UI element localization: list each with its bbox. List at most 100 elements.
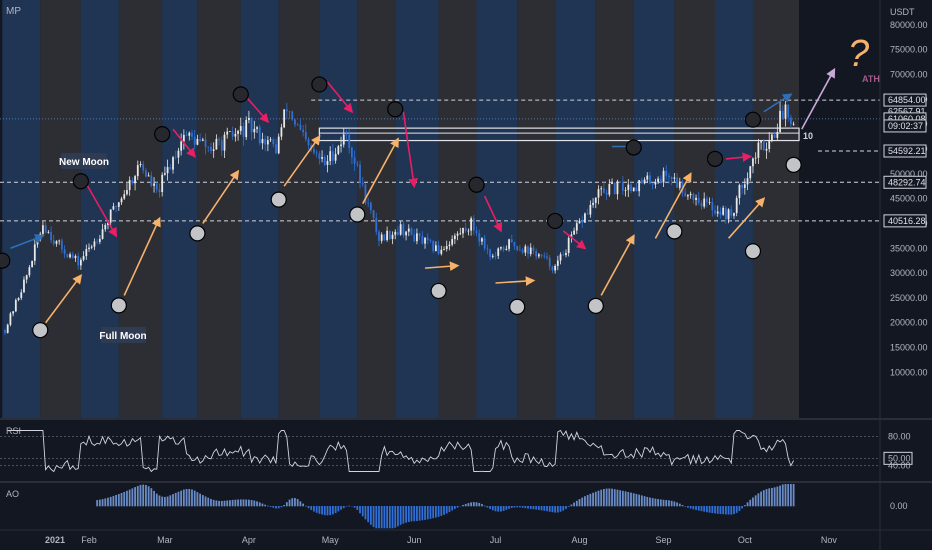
new-moon-marker	[387, 101, 404, 118]
candle-body	[323, 157, 326, 165]
ao-bar	[310, 506, 313, 510]
ao-bar	[741, 506, 744, 509]
candle-body	[535, 250, 538, 257]
candle-body	[462, 227, 464, 234]
ao-bar	[136, 485, 139, 507]
ao-bar	[711, 506, 714, 514]
candle-body	[565, 253, 567, 256]
ao-bar	[719, 506, 722, 515]
candle-body	[191, 132, 193, 137]
full-moon-band	[752, 0, 800, 418]
candle-body	[790, 117, 792, 125]
candle-body	[250, 117, 253, 133]
candle-body	[540, 254, 543, 256]
candle-body	[508, 239, 510, 249]
horizontal-levels	[0, 99, 880, 222]
ao-bar	[356, 506, 359, 510]
candle-body	[765, 148, 768, 151]
rsi-pane[interactable]: RSI	[0, 426, 880, 473]
candle-body	[223, 134, 226, 151]
ao-bar	[231, 499, 234, 507]
price-label: 54592.21	[888, 146, 926, 156]
candle-body	[353, 157, 356, 164]
ao-bar	[513, 506, 516, 508]
candle-body	[640, 180, 643, 184]
candle-body	[497, 248, 500, 256]
candle-body	[215, 138, 218, 150]
candle-body	[638, 180, 641, 192]
full-moon-band	[674, 0, 716, 418]
ao-bar	[269, 506, 272, 507]
price-pane[interactable]: MP New Moon Full Moon ATH ? 10	[0, 0, 880, 418]
price-tick: 80000.00	[890, 20, 928, 30]
ao-bar	[342, 506, 345, 509]
full-moon-arrow	[45, 274, 83, 324]
ao-bar	[380, 506, 383, 529]
candle-body	[112, 206, 115, 210]
candle-body	[364, 184, 367, 203]
price-label-box	[883, 144, 927, 158]
new-moon-marker	[744, 111, 762, 128]
ao-bar	[624, 491, 627, 507]
candle-body	[700, 202, 703, 207]
candle-body	[285, 109, 288, 112]
candle-body	[708, 202, 711, 203]
ao-bar	[722, 506, 725, 515]
price-scale[interactable]: USDT 80000.0075000.0070000.0065000.00600…	[879, 0, 928, 550]
candle-body	[445, 246, 448, 250]
ao-bar	[657, 499, 660, 507]
ao-bar	[258, 502, 261, 507]
candle-body	[556, 260, 559, 266]
candle-body	[180, 141, 183, 151]
ao-bar	[502, 506, 505, 511]
new-moon-arrow	[402, 111, 418, 189]
time-axis[interactable]: 2021 Feb Mar Apr May Jun Jul Aug Sep Oct Nov	[45, 535, 837, 545]
candle-body	[676, 177, 678, 188]
ao-bar	[640, 495, 643, 507]
ao-bar	[681, 505, 684, 507]
ao-bar	[117, 494, 120, 507]
candle-body	[762, 140, 765, 151]
candle-body	[66, 254, 69, 258]
ao-bar	[630, 492, 632, 507]
candle-body	[367, 202, 370, 204]
candle-body	[594, 197, 597, 203]
ao-bar	[353, 506, 356, 508]
ao-bar	[128, 489, 131, 507]
price-label: 40516.28	[888, 216, 926, 226]
candle-body	[405, 231, 407, 236]
candle-body	[163, 173, 166, 175]
ao-bar	[223, 500, 226, 507]
candle-body	[529, 247, 532, 255]
candle-body	[25, 275, 28, 280]
ao-bar	[475, 502, 478, 507]
ao-bar	[613, 489, 616, 507]
ao-bar	[345, 506, 348, 507]
full-moon-arrow	[424, 261, 460, 272]
ao-bar	[193, 490, 196, 507]
ao-bar	[727, 506, 730, 515]
price-tick: 45000.00	[890, 194, 928, 204]
candle-body	[491, 255, 494, 257]
ao-pane[interactable]: AO	[6, 484, 795, 529]
candle-body	[646, 175, 649, 180]
ao-bar	[705, 506, 708, 513]
ao-bar	[294, 498, 296, 507]
candle-body	[722, 207, 725, 215]
candle-body	[229, 131, 231, 133]
candle-body	[158, 189, 161, 192]
ao-bar	[529, 506, 532, 509]
ao-bar	[329, 506, 332, 516]
candle-body	[519, 249, 521, 251]
ao-bar	[464, 503, 467, 507]
candle-body	[296, 124, 299, 126]
time-tick: Sep	[656, 535, 672, 545]
candle-body	[524, 246, 527, 253]
candle-body	[52, 240, 55, 244]
candle-body	[760, 140, 762, 143]
ao-bar	[716, 506, 719, 514]
candle-body	[142, 164, 145, 171]
